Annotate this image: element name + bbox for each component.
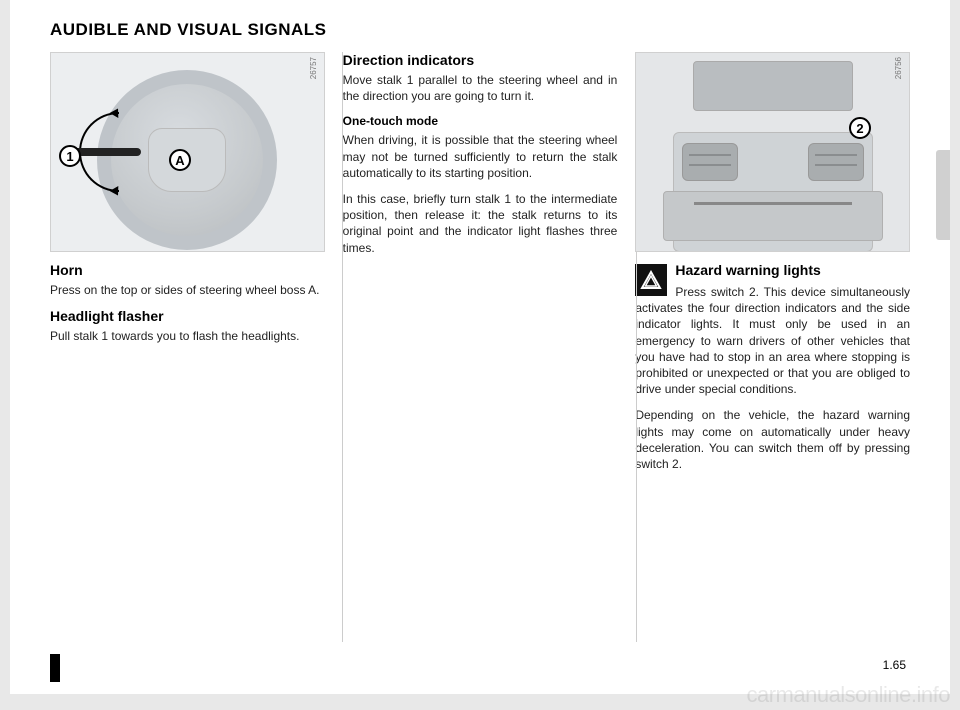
hazard-text-2: Depending on the vehicle, the hazard war… <box>635 407 910 472</box>
column-1: 26757 1 A Horn Press on the top or sides… <box>50 52 325 482</box>
dash-screen-graphic <box>693 61 853 111</box>
hazard-heading: Hazard warning lights <box>675 262 820 278</box>
horn-text: Press on the top or sides of steering wh… <box>50 282 325 298</box>
footer-marker <box>50 654 60 682</box>
column-2: Direction indicators Move stalk 1 parall… <box>343 52 618 482</box>
flasher-text: Pull stalk 1 towards you to flash the he… <box>50 328 325 344</box>
direction-text: Move stalk 1 parallel to the steering wh… <box>343 72 618 104</box>
figure-steering-wheel: 26757 1 A <box>50 52 325 252</box>
page-tab <box>936 150 950 240</box>
onetouch-text-1: When driving, it is possible that the st… <box>343 132 618 181</box>
vent-graphic <box>682 143 738 181</box>
callout-2: 2 <box>849 117 871 139</box>
column-divider <box>342 52 343 642</box>
image-number: 26756 <box>894 57 903 79</box>
direction-heading: Direction indicators <box>343 52 618 68</box>
callout-1: 1 <box>59 145 81 167</box>
callout-a: A <box>169 149 191 171</box>
onetouch-heading: One-touch mode <box>343 114 618 128</box>
watermark-text: carmanualsonline.info <box>746 682 950 708</box>
vent-graphic <box>808 143 864 181</box>
column-3: 26756 2 <box>635 52 910 482</box>
page-number: 1.65 <box>883 658 906 672</box>
figure-dashboard: 26756 2 <box>635 52 910 252</box>
hazard-warning-icon <box>635 264 667 296</box>
hazard-triangle-icon <box>640 270 662 290</box>
onetouch-text-2: In this case, briefly turn stalk 1 to th… <box>343 191 618 256</box>
hazard-text-1: Press switch 2. This device simultaneous… <box>635 284 910 397</box>
flasher-heading: Headlight flasher <box>50 308 325 324</box>
content-columns: 26757 1 A Horn Press on the top or sides… <box>50 52 910 482</box>
horn-heading: Horn <box>50 262 325 278</box>
manual-page: AUDIBLE AND VISUAL SIGNALS 26757 1 A Hor… <box>10 0 950 694</box>
page-title: AUDIBLE AND VISUAL SIGNALS <box>50 20 910 40</box>
hazard-section: Hazard warning lights Press switch 2. Th… <box>635 262 910 407</box>
image-number: 26757 <box>309 57 318 79</box>
radio-unit-graphic <box>663 191 883 241</box>
